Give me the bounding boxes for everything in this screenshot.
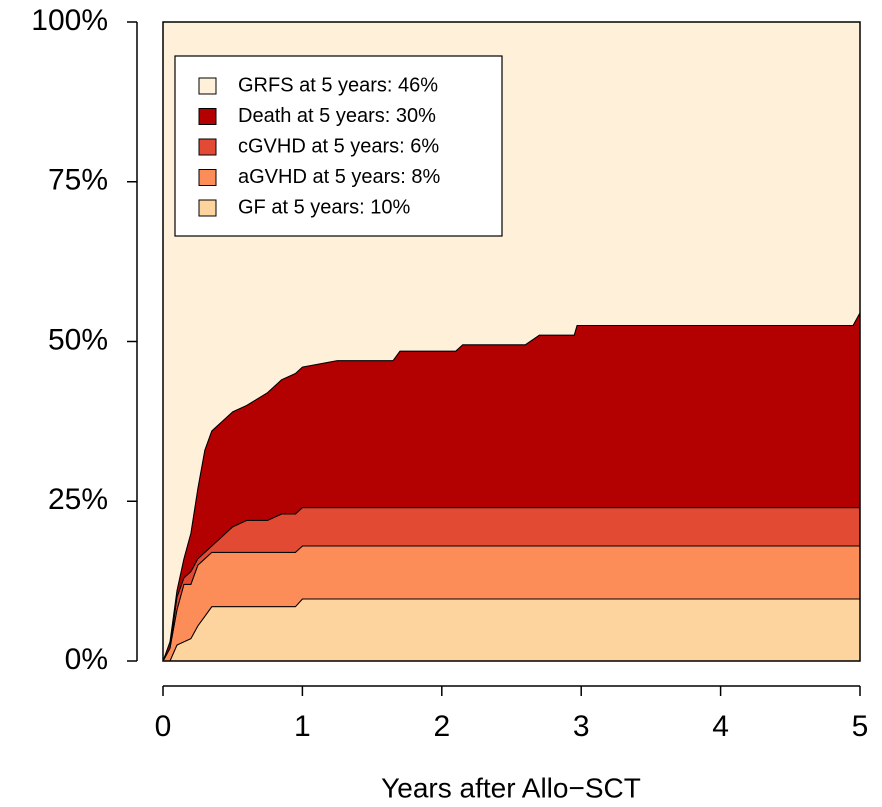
y-tick-label: 25% [48, 483, 108, 516]
legend-swatch [198, 199, 217, 217]
x-axis-label: Years after Allo−SCT [381, 772, 641, 803]
x-tick-label: 5 [852, 710, 869, 743]
legend-box [174, 55, 503, 237]
legend-swatch [198, 108, 217, 125]
y-tick-label: 0% [65, 643, 108, 676]
y-tick-label: 100% [31, 4, 108, 37]
plot-frame [162, 21, 861, 662]
legend-label: GRFS at 5 years: 46% [238, 74, 438, 96]
legend-label: Death at 5 years: 30% [238, 105, 436, 127]
legend-label: GF at 5 years: 10% [238, 196, 411, 218]
x-tick-label: 3 [573, 710, 590, 743]
x-tick-label: 1 [294, 710, 311, 743]
legend-swatch [198, 77, 217, 95]
x-tick-label: 2 [433, 710, 450, 743]
legend-swatch [198, 169, 217, 186]
area [163, 598, 861, 662]
y-tick-label: 75% [48, 164, 108, 197]
y-tick-label: 50% [48, 323, 108, 356]
x-tick-label: 0 [155, 710, 172, 743]
legend: GRFS at 5 years: 46% Death at 5 years: 30… [174, 55, 503, 237]
legend-label: aGVHD at 5 years: 8% [238, 166, 441, 188]
legend-label: cGVHD at 5 years: 6% [238, 135, 439, 157]
x-tick-label: 4 [712, 710, 729, 743]
legend-swatch [198, 138, 217, 156]
